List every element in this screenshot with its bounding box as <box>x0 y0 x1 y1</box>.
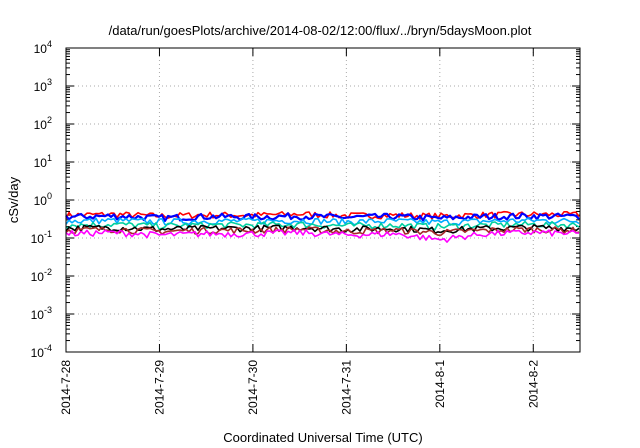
y-tick-label: 100 <box>34 191 52 208</box>
series-line <box>65 224 580 234</box>
y-tick-label: 104 <box>34 39 52 56</box>
plot-frame <box>65 47 581 353</box>
y-tick-label: 10-1 <box>31 229 52 246</box>
x-tick-label: 2014-8-2 <box>526 360 540 408</box>
x-tick-labels: 2014-7-28 2014-7-29 2014-7-30 2014-7-31 2014… <box>59 360 540 415</box>
y-tick-label: 103 <box>34 77 52 94</box>
x-axis-label: Coordinated Universal Time (UTC) <box>223 430 422 445</box>
y-axis-label: cSv/day <box>6 176 21 223</box>
x-tick-label: 2014-8-1 <box>433 360 447 408</box>
chart-title: /data/run/goesPlots/archive/2014-08-02/1… <box>109 23 532 38</box>
x-tick-label: 2014-7-28 <box>59 360 73 415</box>
series-group <box>65 210 580 243</box>
grid <box>65 47 580 353</box>
y-tick-label: 10-4 <box>31 343 52 360</box>
y-tick-label: 10-2 <box>31 267 52 284</box>
series-line <box>65 217 580 226</box>
y-tick-label: 101 <box>34 153 52 170</box>
y-tick-label: 10-3 <box>31 305 52 322</box>
series-line <box>65 229 580 243</box>
x-tick-label: 2014-7-29 <box>152 360 166 415</box>
y-tick-labels: 10-4 10-3 10-2 10-1 100 101 102 103 104 <box>31 39 52 360</box>
x-tick-label: 2014-7-30 <box>246 360 260 415</box>
x-tick-label: 2014-7-31 <box>339 360 353 415</box>
y-tick-label: 102 <box>34 115 52 132</box>
series-line <box>65 212 580 222</box>
